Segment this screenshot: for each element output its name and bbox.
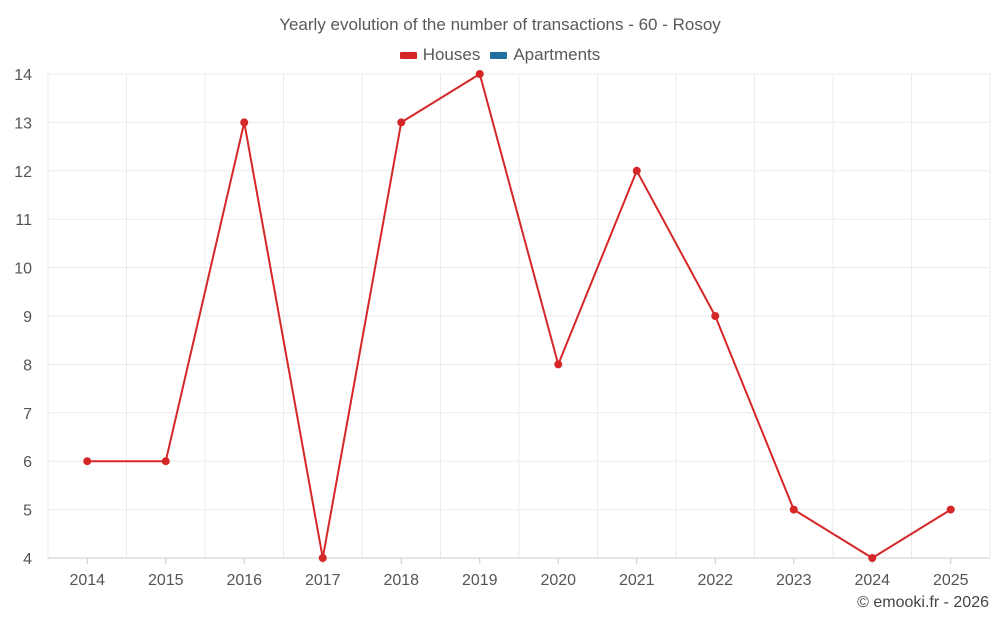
data-point-houses <box>83 457 92 466</box>
legend-item-apartments[interactable]: Apartments <box>490 45 600 65</box>
data-point-houses <box>161 457 170 466</box>
x-tick-label: 2025 <box>933 572 969 589</box>
y-tick-label: 11 <box>15 212 32 229</box>
data-point-houses <box>554 360 563 369</box>
y-tick-label: 5 <box>23 503 32 520</box>
x-tick-label: 2023 <box>776 572 812 589</box>
y-tick-label: 8 <box>23 357 32 374</box>
data-point-houses <box>946 505 955 514</box>
chart-title: Yearly evolution of the number of transa… <box>279 15 721 34</box>
legend: Houses Apartments <box>0 45 1000 65</box>
y-axis: 4 5 6 7 8 9 10 11 12 13 14 <box>14 67 32 568</box>
grid-lines <box>47 73 991 559</box>
y-tick-label: 13 <box>14 115 32 132</box>
y-tick-label: 6 <box>23 454 32 471</box>
legend-swatch-apartments <box>490 51 508 59</box>
y-tick-label: 9 <box>23 309 32 326</box>
data-point-houses <box>632 166 641 175</box>
x-tick-label: 2020 <box>540 572 576 589</box>
x-axis: 2014 2015 2016 2017 2018 2019 2020 2021 2022 2023… <box>48 557 990 589</box>
legend-label-apartments: Apartments <box>513 45 601 64</box>
legend-swatch-houses <box>399 51 417 59</box>
x-tick-label: 2022 <box>697 572 733 589</box>
data-point-houses <box>475 70 484 78</box>
y-tick-label: 7 <box>23 406 32 423</box>
data-point-houses <box>318 554 327 562</box>
copyright-credit: © emooki.fr - 2026 <box>857 594 989 611</box>
data-point-houses <box>240 118 249 127</box>
data-point-houses <box>789 505 798 514</box>
x-tick-label: 2021 <box>619 572 655 589</box>
x-tick-label: 2019 <box>462 572 498 589</box>
x-tick-label: 2014 <box>69 572 105 589</box>
x-tick-label: 2024 <box>854 572 890 589</box>
series-line-houses <box>87 73 952 559</box>
y-tick-label: 14 <box>14 67 32 84</box>
data-point-houses <box>397 118 406 127</box>
y-tick-label: 4 <box>23 551 32 568</box>
x-tick-label: 2015 <box>148 572 184 589</box>
legend-label-houses: Houses <box>422 45 481 64</box>
y-tick-label: 12 <box>14 164 32 181</box>
x-tick-label: 2018 <box>383 572 419 589</box>
x-tick-label: 2016 <box>226 572 262 589</box>
y-tick-label: 10 <box>14 261 32 278</box>
legend-item-houses[interactable]: Houses <box>399 45 481 65</box>
data-point-houses <box>868 554 877 562</box>
series-layer <box>83 70 955 562</box>
x-tick-label: 2017 <box>305 572 341 589</box>
data-point-houses <box>711 312 720 320</box>
